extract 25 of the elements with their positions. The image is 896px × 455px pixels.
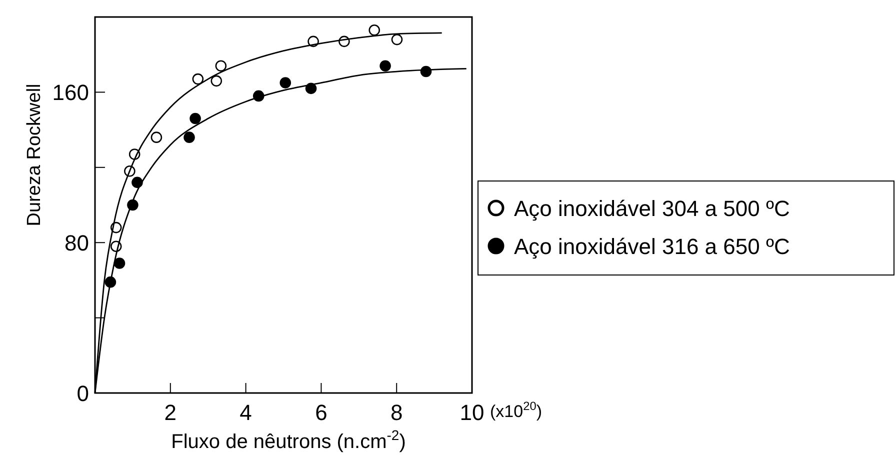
x-tick-label: 6 bbox=[315, 400, 328, 425]
y-tick-label: 80 bbox=[64, 230, 89, 256]
point bbox=[280, 77, 292, 88]
point bbox=[391, 34, 403, 46]
text: (x10$^{20}$) bbox=[490, 399, 542, 421]
y-tick-label: 0 bbox=[76, 381, 89, 406]
point bbox=[192, 73, 204, 85]
x-tick-label: 4 bbox=[240, 400, 252, 425]
point bbox=[150, 132, 162, 143]
y-tick-label: 160 bbox=[52, 80, 89, 106]
point bbox=[380, 60, 391, 72]
y-axis-title: Dureza Rockwell bbox=[24, 84, 45, 226]
x-tick-label: 10 bbox=[460, 400, 484, 425]
x-tick-label: 2 bbox=[164, 400, 177, 425]
point bbox=[215, 60, 227, 72]
point bbox=[368, 24, 380, 36]
point bbox=[114, 258, 126, 269]
point bbox=[210, 75, 222, 87]
point bbox=[184, 132, 195, 143]
legend-label: Aço inoxidável 316 a 650 ºC bbox=[514, 234, 790, 259]
point bbox=[190, 112, 201, 124]
point bbox=[132, 176, 143, 188]
x-tick-label: 8 bbox=[390, 400, 403, 425]
legend-label: Aço inoxidável 304 a 500 ºC bbox=[514, 196, 790, 221]
x-axis-title: Fluxo de nêutrons (n.cm$^{-2}$) bbox=[171, 427, 406, 453]
